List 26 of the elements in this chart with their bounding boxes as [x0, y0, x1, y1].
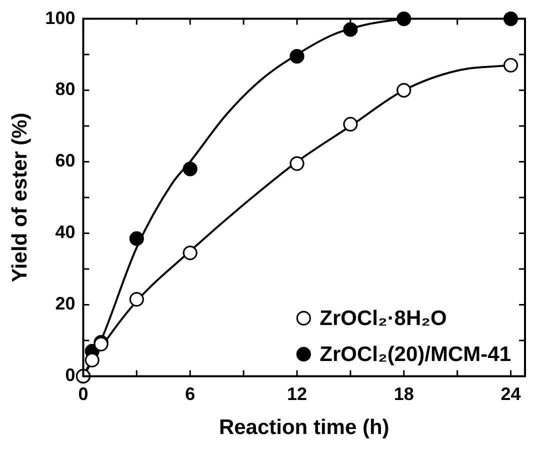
point	[290, 156, 304, 171]
x-tick-label: 0	[78, 384, 88, 404]
x-axis-title: Reaction time (h)	[218, 416, 390, 440]
point	[343, 116, 358, 132]
y-tick-label: 0	[65, 365, 76, 386]
point	[84, 352, 100, 368]
y-tick-label: 100	[45, 8, 76, 28]
point	[129, 292, 144, 307]
point	[503, 58, 518, 73]
x-tick-label: 24	[500, 384, 521, 404]
legend-label: ZrOCl₂(20)/MCM-41	[320, 342, 512, 366]
point	[182, 162, 198, 176]
x-tick-label: 12	[286, 384, 308, 404]
point	[290, 49, 304, 64]
point	[182, 246, 198, 260]
y-tick-label: 80	[55, 79, 76, 100]
y-tick-label: 60	[55, 150, 76, 171]
point	[129, 231, 144, 246]
y-tick-label: 40	[55, 222, 76, 242]
y-axis-title: Yield of ester (%)	[8, 112, 32, 282]
point	[343, 22, 358, 37]
x-tick-label: 6	[185, 384, 196, 404]
point	[396, 82, 412, 98]
y-tick-label: 20	[55, 294, 76, 314]
x-tick-label: 18	[394, 384, 414, 404]
legend-label: ZrOCl₂·8H₂O	[320, 306, 447, 330]
